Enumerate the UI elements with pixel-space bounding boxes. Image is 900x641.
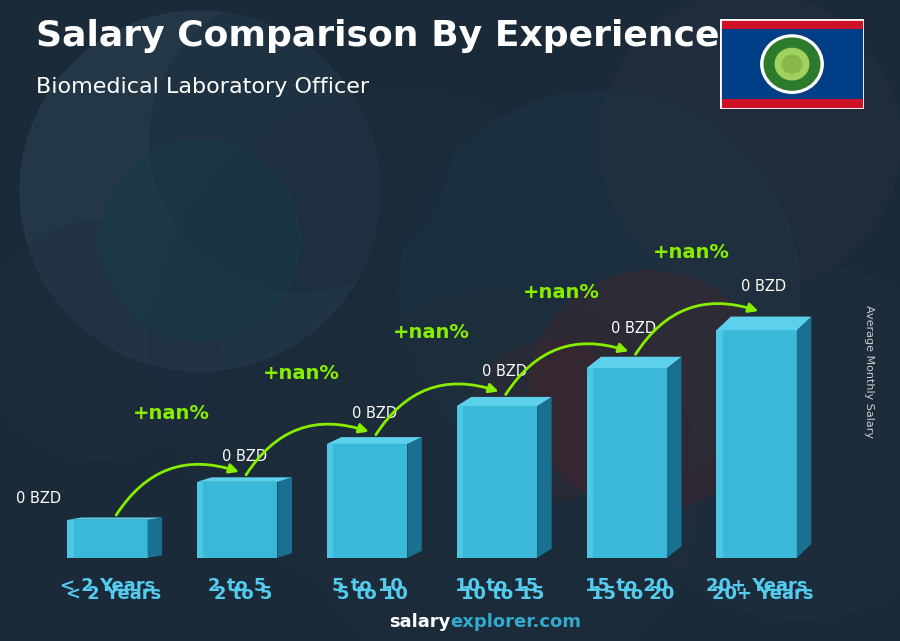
Polygon shape: [327, 437, 422, 444]
Polygon shape: [667, 357, 681, 558]
Text: 5 to 10: 5 to 10: [338, 585, 409, 603]
Circle shape: [600, 0, 900, 291]
Text: 0 BZD: 0 BZD: [611, 321, 657, 337]
Text: +nan%: +nan%: [133, 404, 210, 422]
Polygon shape: [197, 482, 277, 558]
Polygon shape: [720, 99, 864, 109]
Polygon shape: [197, 478, 292, 482]
Circle shape: [530, 271, 770, 511]
Polygon shape: [716, 330, 723, 558]
Text: 10 to 15: 10 to 15: [461, 585, 544, 603]
Polygon shape: [327, 551, 422, 558]
Text: +nan%: +nan%: [652, 243, 729, 262]
Text: 20+ Years: 20+ Years: [712, 585, 813, 603]
Text: 0 BZD: 0 BZD: [482, 363, 526, 379]
Polygon shape: [716, 317, 811, 330]
Polygon shape: [68, 517, 162, 520]
Text: 20+ Years: 20+ Years: [706, 577, 807, 595]
Polygon shape: [408, 437, 422, 558]
Polygon shape: [587, 368, 667, 558]
Circle shape: [620, 261, 900, 621]
Circle shape: [470, 341, 630, 501]
Text: 15 to 20: 15 to 20: [591, 585, 674, 603]
Text: < 2 Years: < 2 Years: [66, 585, 161, 603]
Text: 2 to 5: 2 to 5: [208, 577, 266, 595]
Text: 0 BZD: 0 BZD: [742, 279, 787, 294]
Polygon shape: [456, 406, 537, 558]
Text: 0 BZD: 0 BZD: [352, 406, 397, 421]
Polygon shape: [587, 357, 681, 368]
Circle shape: [20, 11, 380, 371]
Polygon shape: [327, 444, 333, 558]
Text: 2 to 5: 2 to 5: [214, 585, 272, 603]
Circle shape: [760, 35, 824, 93]
Polygon shape: [456, 397, 552, 406]
Text: Average Monthly Salary: Average Monthly Salary: [863, 305, 874, 438]
Text: +nan%: +nan%: [523, 283, 599, 302]
Polygon shape: [197, 553, 292, 558]
Polygon shape: [197, 482, 203, 558]
Circle shape: [764, 38, 820, 90]
Polygon shape: [456, 406, 464, 558]
Polygon shape: [716, 330, 796, 558]
Text: explorer.com: explorer.com: [450, 613, 581, 631]
Circle shape: [782, 55, 802, 73]
Polygon shape: [68, 555, 162, 558]
Polygon shape: [68, 520, 148, 558]
Polygon shape: [716, 544, 811, 558]
Text: +nan%: +nan%: [263, 363, 340, 383]
Polygon shape: [277, 478, 292, 558]
Text: Biomedical Laboratory Officer: Biomedical Laboratory Officer: [36, 77, 369, 97]
Circle shape: [0, 221, 220, 461]
Circle shape: [775, 48, 809, 80]
Polygon shape: [148, 517, 162, 558]
Text: < 2 Years: < 2 Years: [59, 577, 155, 595]
Text: 15 to 20: 15 to 20: [585, 577, 669, 595]
Text: 10 to 15: 10 to 15: [455, 577, 538, 595]
Circle shape: [150, 91, 650, 591]
Polygon shape: [720, 19, 864, 109]
Text: +nan%: +nan%: [393, 323, 470, 342]
Polygon shape: [68, 520, 74, 558]
Polygon shape: [456, 549, 552, 558]
Polygon shape: [327, 444, 408, 558]
Polygon shape: [720, 19, 864, 29]
Polygon shape: [796, 317, 811, 558]
Text: Salary Comparison By Experience: Salary Comparison By Experience: [36, 19, 719, 53]
Circle shape: [300, 291, 700, 641]
Polygon shape: [537, 397, 552, 558]
Text: 0 BZD: 0 BZD: [15, 491, 60, 506]
Polygon shape: [587, 546, 681, 558]
Text: salary: salary: [389, 613, 450, 631]
Circle shape: [400, 91, 800, 491]
Text: 0 BZD: 0 BZD: [222, 449, 267, 463]
Polygon shape: [587, 368, 593, 558]
Circle shape: [100, 141, 300, 341]
Text: 5 to 10: 5 to 10: [331, 577, 402, 595]
Circle shape: [150, 0, 450, 291]
